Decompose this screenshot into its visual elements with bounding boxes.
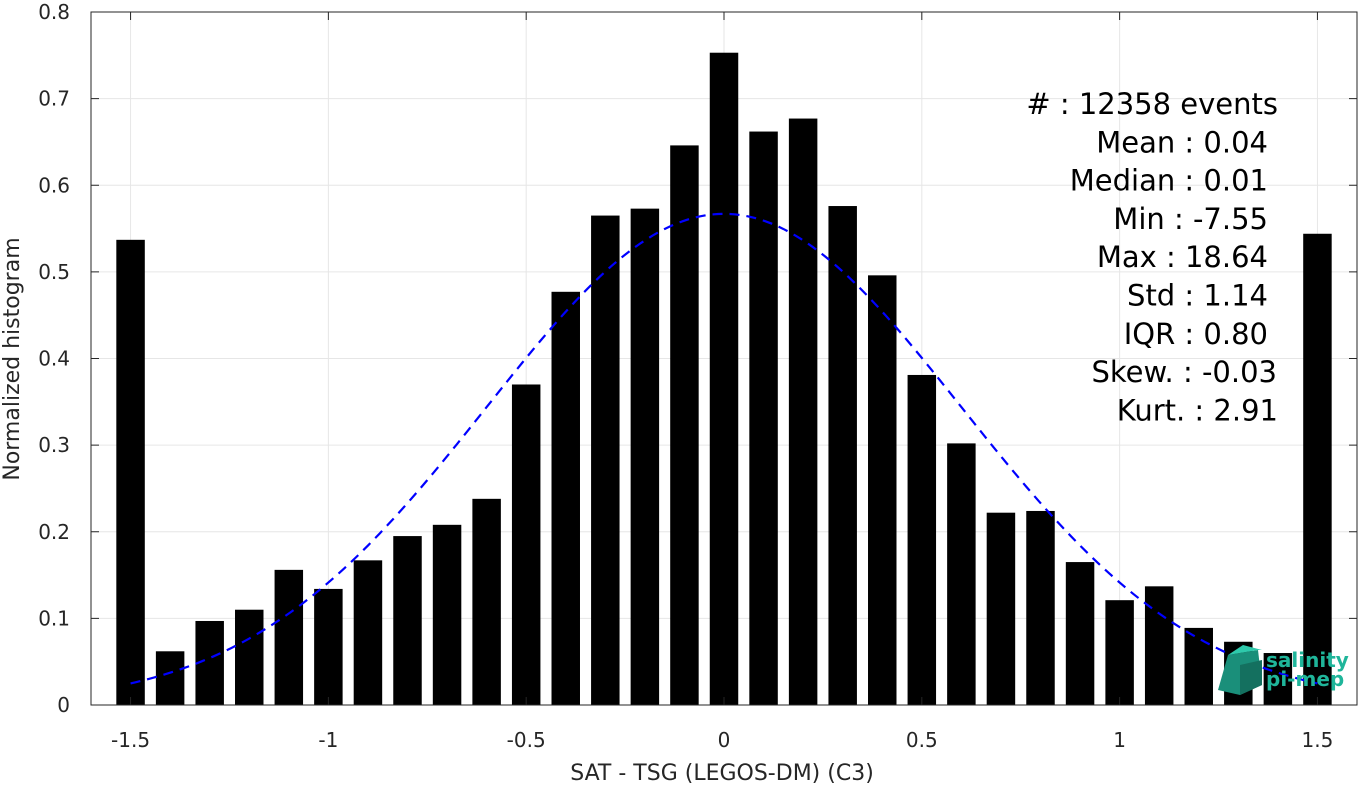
statistic-line: Min : -7.55 — [1113, 202, 1268, 236]
histogram-bar — [828, 206, 857, 706]
statistic-line: Mean : 0.04 — [1096, 125, 1268, 159]
x-tick-label: 1.5 — [1302, 728, 1334, 752]
histogram-bar — [353, 560, 383, 705]
y-tick-label: 0 — [57, 693, 70, 717]
y-tick-label: 0.1 — [38, 606, 70, 630]
x-tick-label: 0 — [718, 728, 731, 752]
y-tick-label: 0.2 — [38, 520, 70, 544]
y-axis-label: Normalized histogram — [0, 237, 25, 480]
histogram-bar — [274, 569, 304, 705]
histogram-bar — [788, 118, 818, 705]
histogram-bar — [1105, 600, 1134, 705]
histogram-bar — [1303, 233, 1332, 705]
histogram-bar — [393, 536, 422, 705]
y-tick-label: 0.5 — [38, 260, 70, 284]
statistics-annotation: # : 12358 events Mean : 0.04 Median : 0.01… — [1026, 87, 1278, 427]
histogram-bar — [155, 651, 185, 705]
histogram-bar — [1026, 510, 1055, 705]
histogram-bar — [511, 384, 541, 705]
histogram-bar — [709, 52, 739, 706]
histogram-bar — [235, 609, 264, 705]
histogram-bar — [907, 374, 937, 705]
statistic-line: Median : 0.01 — [1070, 164, 1268, 198]
statistic-line: IQR : 0.80 — [1124, 317, 1268, 351]
y-tick-labels: 0 0.1 0.2 0.3 0.4 0.5 0.6 0.7 0.8 — [38, 0, 70, 717]
histogram-bars — [116, 52, 1332, 706]
x-tick-labels: -1.5 -1 -0.5 0 0.5 1 1.5 — [111, 728, 1333, 752]
histogram-bar — [947, 443, 976, 705]
cube-logo-icon — [1218, 645, 1262, 695]
x-axis-label: SAT - TSG (LEGOS-DM) (C3) — [570, 761, 874, 785]
histogram-bar — [1263, 653, 1293, 705]
histogram-bar — [749, 131, 778, 706]
x-tick-label: 0.5 — [906, 728, 938, 752]
statistic-line: Max : 18.64 — [1097, 240, 1268, 274]
logo-text-pi-mep: pi-mep — [1266, 667, 1344, 691]
histogram-bar — [670, 145, 699, 706]
histogram-bar — [1065, 562, 1095, 705]
axis-ticks — [91, 11, 1357, 706]
statistic-line: Skew. : -0.03 — [1091, 355, 1277, 389]
statistic-line: Std : 1.14 — [1127, 279, 1268, 313]
y-tick-label: 0.3 — [38, 433, 70, 457]
histogram-bar — [1184, 627, 1213, 705]
y-tick-label: 0.4 — [38, 347, 70, 371]
salinity-pi-mep-logo: salinity pi-mep — [1218, 645, 1349, 695]
histogram-bar — [116, 239, 145, 706]
histogram-bar — [1144, 586, 1174, 705]
x-tick-label: -1.5 — [111, 728, 150, 752]
x-tick-label: 1 — [1113, 728, 1126, 752]
histogram-bar — [314, 588, 343, 705]
x-tick-label: -1 — [318, 728, 338, 752]
statistic-line: Kurt. : 2.91 — [1117, 393, 1278, 427]
histogram-bar — [630, 208, 660, 706]
histogram-bar — [591, 215, 620, 705]
histogram-bar — [472, 498, 501, 705]
logo-text-salinity: salinity — [1266, 648, 1349, 672]
histogram-bar — [551, 291, 580, 705]
y-tick-label: 0.6 — [38, 173, 70, 197]
statistic-line: # : 12358 events — [1026, 87, 1278, 121]
y-tick-label: 0.7 — [38, 87, 70, 111]
histogram-bar — [986, 512, 1016, 705]
histogram-bar — [432, 524, 462, 705]
gaussian-fit-curve — [130, 212, 1318, 685]
histogram-bar — [868, 275, 897, 705]
y-tick-label: 0.8 — [38, 0, 70, 24]
x-tick-label: -0.5 — [507, 728, 546, 752]
